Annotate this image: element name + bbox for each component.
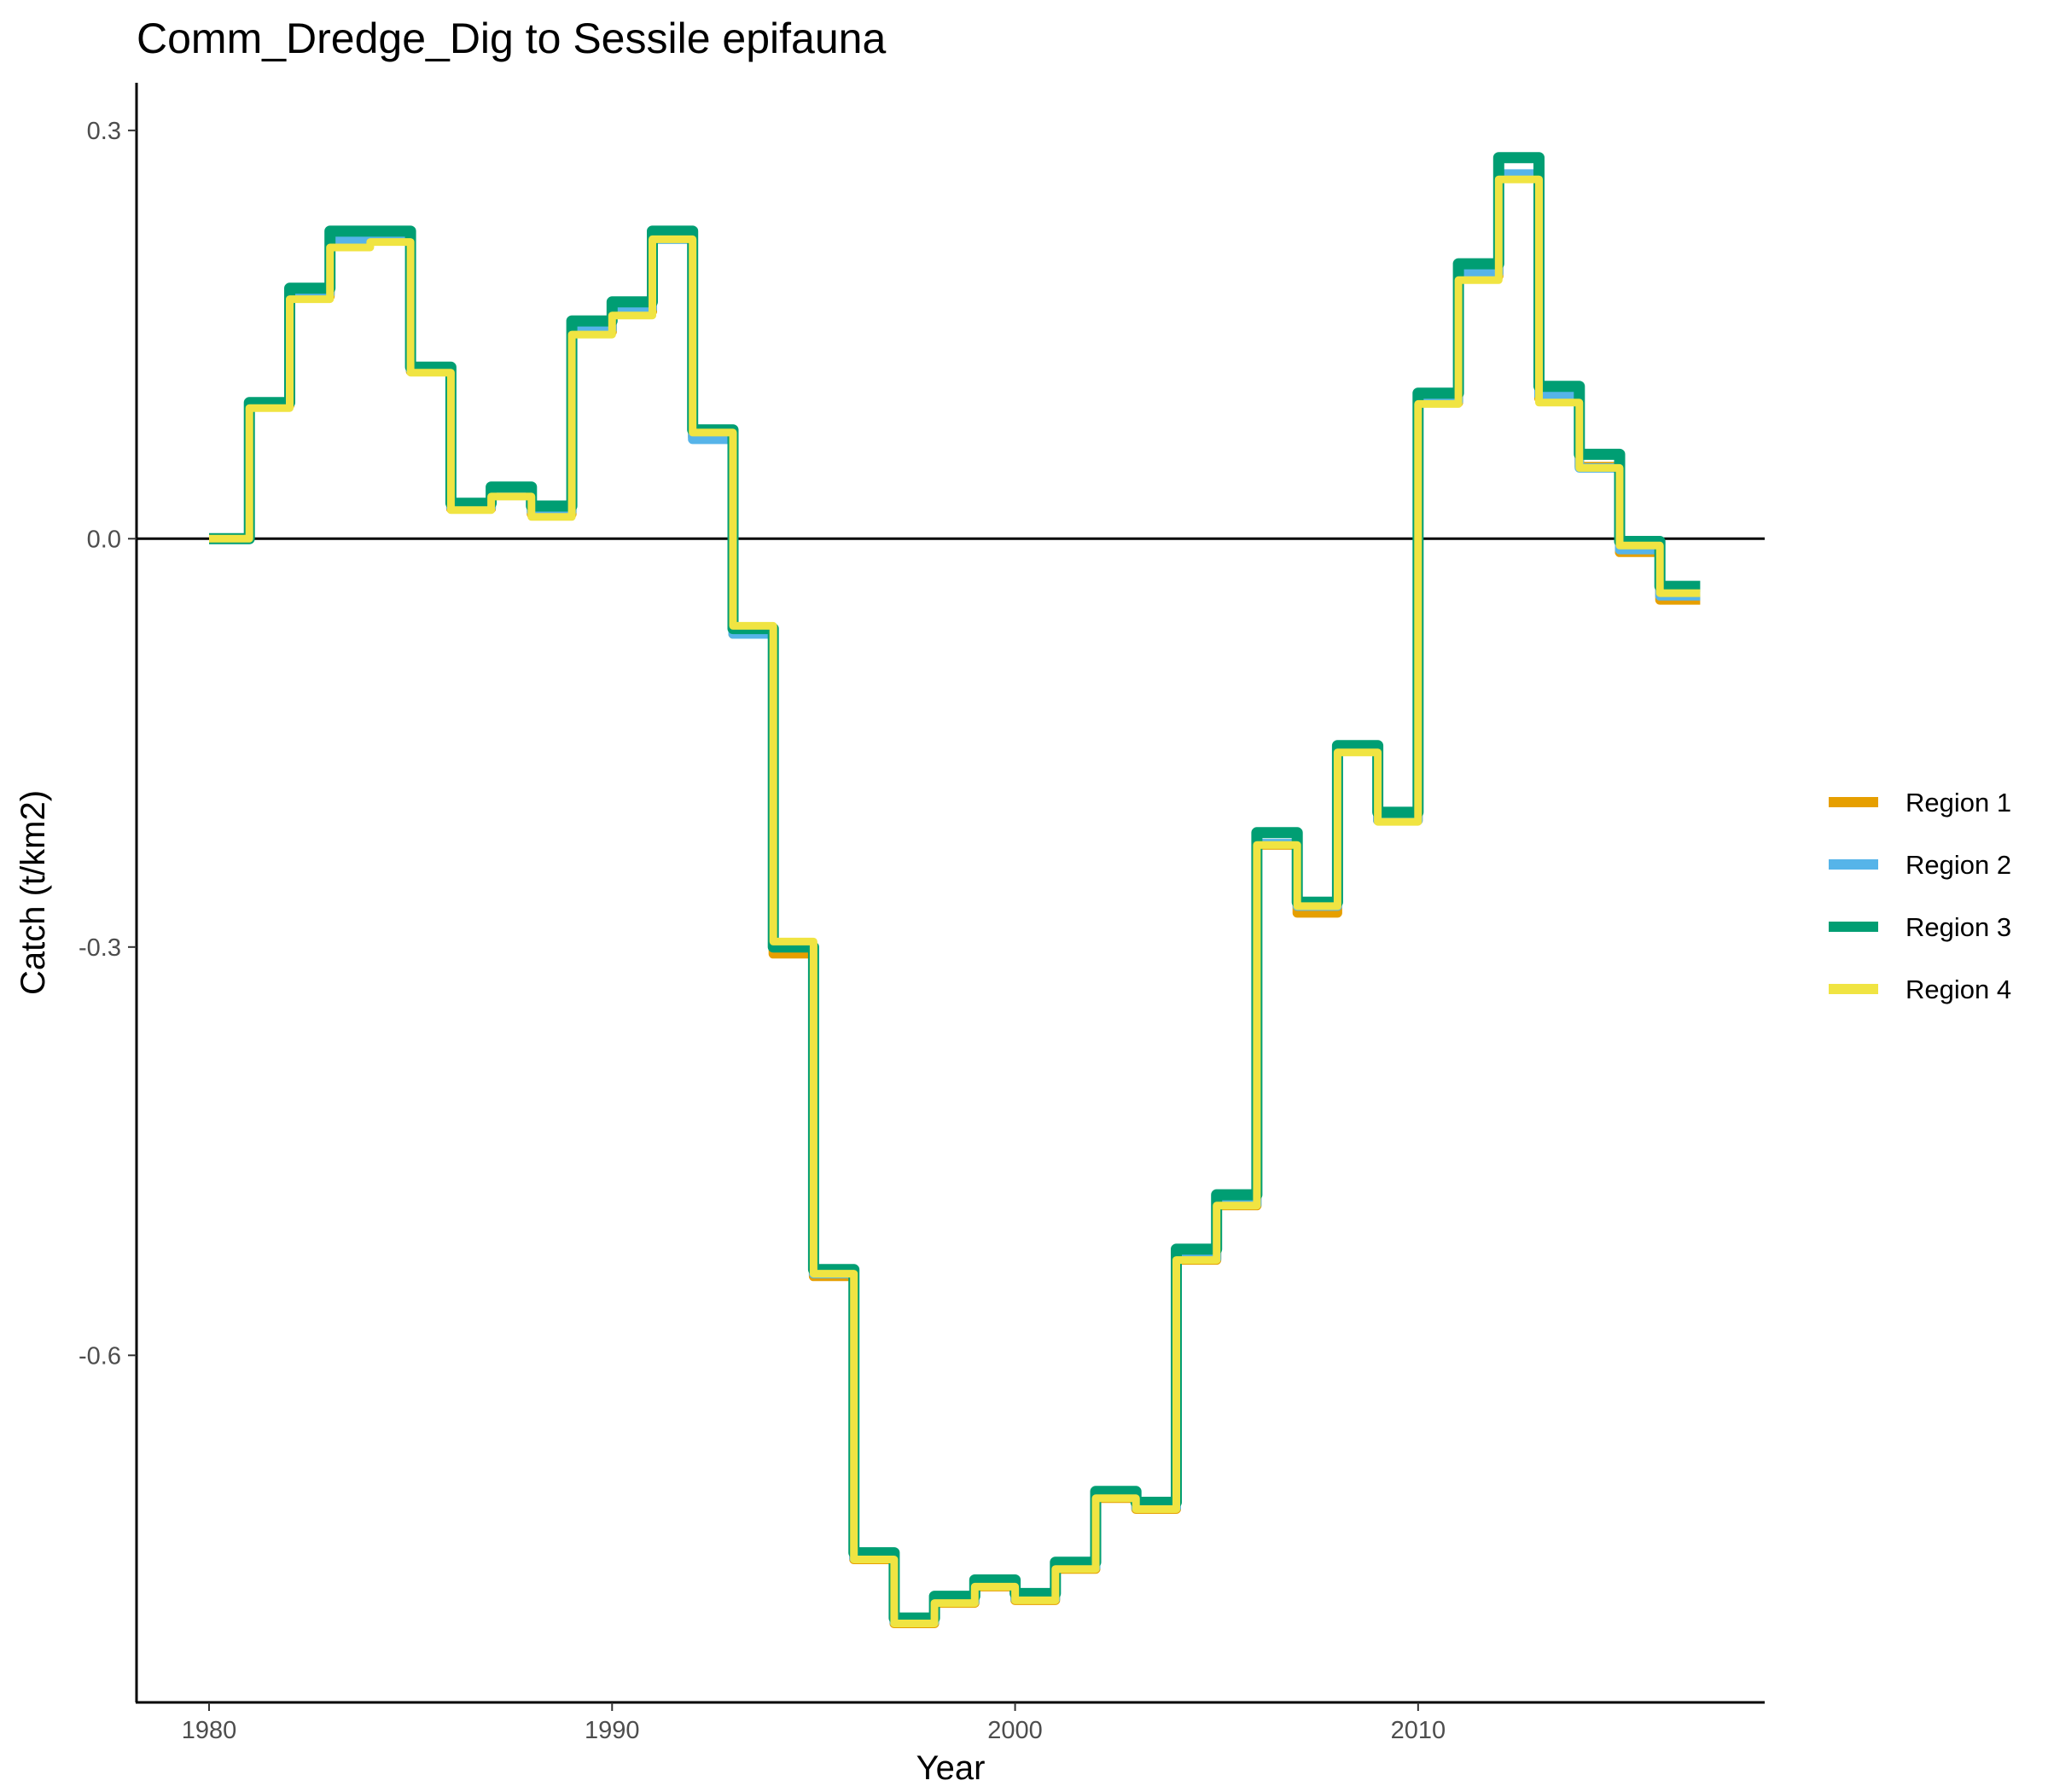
series-layer — [209, 152, 1701, 1628]
legend-label-region-4: Region 4 — [1905, 975, 2011, 1004]
chart-title: Comm_Dredge_Dig to Sessile epifauna — [137, 15, 886, 62]
series-line-region-1 — [209, 173, 1701, 1628]
legend-label-region-3: Region 3 — [1905, 912, 2011, 942]
x-tick-label: 1980 — [182, 1717, 237, 1744]
series-line-region-3 — [209, 152, 1701, 1624]
legend-label-region-1: Region 1 — [1905, 788, 2011, 817]
legend-label-region-2: Region 2 — [1905, 850, 2011, 880]
y-axis-ticks: -0.6 -0.3 0.0 0.3 — [79, 118, 137, 1370]
y-tick-label: -0.3 — [79, 934, 121, 962]
y-axis-title: Catch (t/km2) — [15, 790, 52, 995]
x-tick-label: 1990 — [585, 1717, 640, 1744]
series-line-region-4 — [209, 175, 1701, 1627]
plot-area: -0.6 -0.3 0.0 0.3 1980 1990 2000 2010 — [79, 83, 1765, 1744]
x-tick-label: 2010 — [1391, 1717, 1446, 1744]
x-tick-label: 2000 — [987, 1717, 1043, 1744]
x-axis-title: Year — [916, 1749, 986, 1787]
x-axis-ticks: 1980 1990 2000 2010 — [182, 1702, 1446, 1744]
legend: Region 1 Region 2 Region 3 Region 4 — [1829, 788, 2011, 1004]
y-tick-label: 0.3 — [87, 118, 121, 145]
y-tick-label: 0.0 — [87, 526, 121, 553]
y-tick-label: -0.6 — [79, 1342, 121, 1370]
series-line-region-2 — [209, 169, 1701, 1627]
